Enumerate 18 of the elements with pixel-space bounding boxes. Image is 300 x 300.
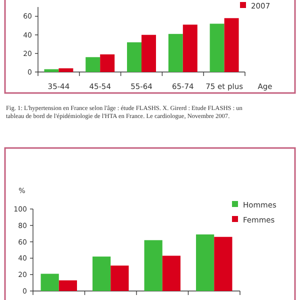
bar — [58, 280, 77, 291]
bar — [168, 34, 183, 72]
bar — [224, 18, 239, 72]
bar — [58, 68, 74, 72]
bar — [162, 256, 180, 291]
bar — [214, 236, 232, 291]
bar — [196, 234, 214, 291]
bar — [100, 54, 115, 72]
bar — [210, 24, 224, 72]
bar — [127, 42, 142, 72]
bar — [182, 24, 198, 72]
bar — [110, 266, 129, 291]
bar — [44, 69, 59, 72]
bar — [86, 57, 100, 72]
bar — [142, 34, 156, 72]
bar — [92, 256, 111, 291]
bar — [144, 240, 162, 291]
bar — [40, 274, 59, 291]
